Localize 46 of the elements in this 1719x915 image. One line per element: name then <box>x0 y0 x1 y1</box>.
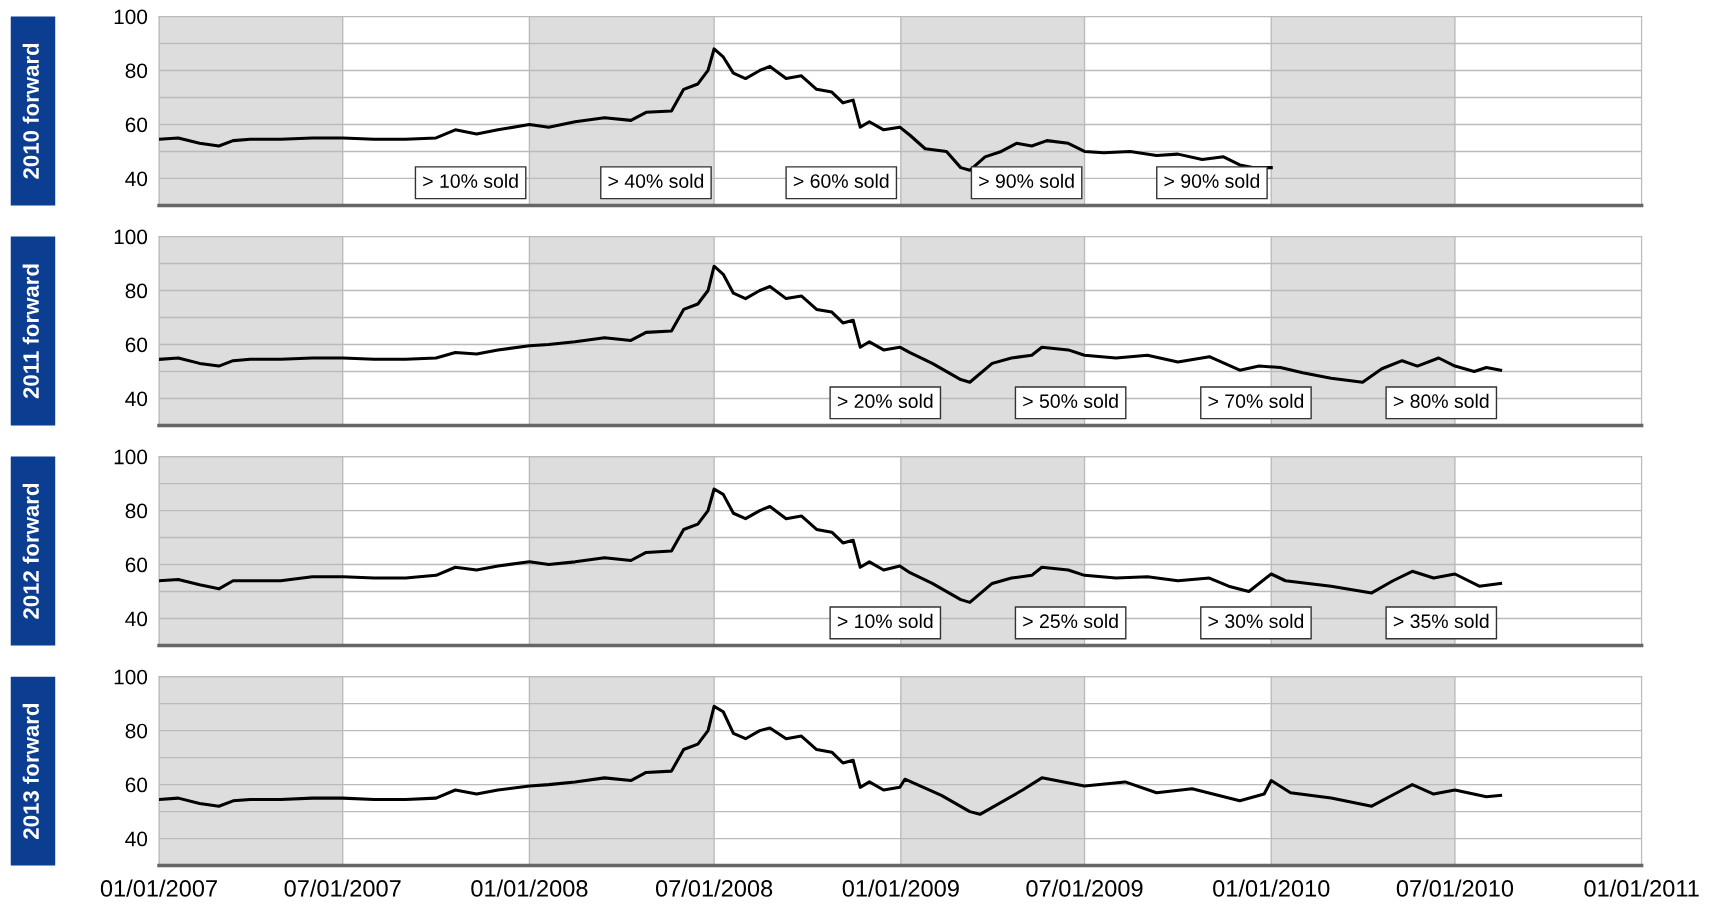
y-tick-label: 100 <box>114 9 148 25</box>
annotation: > 30% sold <box>1208 613 1304 629</box>
y-tick-label: 40 <box>125 171 148 187</box>
line-series <box>159 704 1503 816</box>
annotation: > 35% sold <box>1393 613 1489 629</box>
line-series <box>159 47 1273 172</box>
y-tick-label: 80 <box>125 283 148 299</box>
x-tick-label: 07/01/2007 <box>284 879 401 897</box>
y-tick-label: 60 <box>125 117 148 133</box>
annotation: > 50% sold <box>1023 393 1118 409</box>
y-tick-label: 100 <box>114 669 148 685</box>
annotation: > 70% sold <box>1208 393 1304 409</box>
annotation: > 90% sold <box>1164 173 1260 188</box>
y-axis-title: 2011 forward <box>22 264 39 399</box>
y-tick-label: 60 <box>125 557 148 573</box>
x-tick-label: 07/01/2010 <box>1396 879 1514 897</box>
annotation: > 40% sold <box>608 173 704 188</box>
annotation: > 25% sold <box>1023 613 1118 629</box>
y-tick-label: 80 <box>125 503 148 519</box>
annotation: > 90% sold <box>979 173 1074 188</box>
x-tick-label: 01/01/2011 <box>1584 879 1699 897</box>
y-tick-label: 40 <box>125 611 148 627</box>
y-tick-label: 40 <box>125 391 148 407</box>
line-series <box>159 487 1503 604</box>
y-tick-label: 60 <box>125 777 148 793</box>
x-tick-label: 01/01/2007 <box>100 879 217 897</box>
y-axis-title: 2012 forward <box>22 483 39 619</box>
y-axis-title: 2010 forward <box>22 43 39 179</box>
x-tick-label: 01/01/2010 <box>1213 879 1330 897</box>
annotation: > 80% sold <box>1393 393 1489 409</box>
y-tick-label: 100 <box>114 229 148 245</box>
x-tick-label: 01/01/2008 <box>471 879 588 897</box>
y-tick-label: 80 <box>125 63 148 79</box>
y-tick-label: 60 <box>125 337 148 353</box>
annotation: > 10% sold <box>423 173 518 188</box>
annotation: > 20% sold <box>837 393 933 409</box>
y-tick-label: 40 <box>125 831 148 847</box>
annotation: > 10% sold <box>837 613 933 629</box>
x-tick-label: 01/01/2009 <box>842 879 959 897</box>
line-series <box>159 264 1503 384</box>
x-tick-label: 07/01/2008 <box>655 879 773 897</box>
y-tick-label: 80 <box>125 723 148 739</box>
x-tick-label: 07/01/2009 <box>1026 879 1143 897</box>
annotation: > 60% sold <box>793 173 889 188</box>
y-tick-label: 100 <box>114 449 148 465</box>
y-axis-title: 2013 forward <box>22 704 39 839</box>
